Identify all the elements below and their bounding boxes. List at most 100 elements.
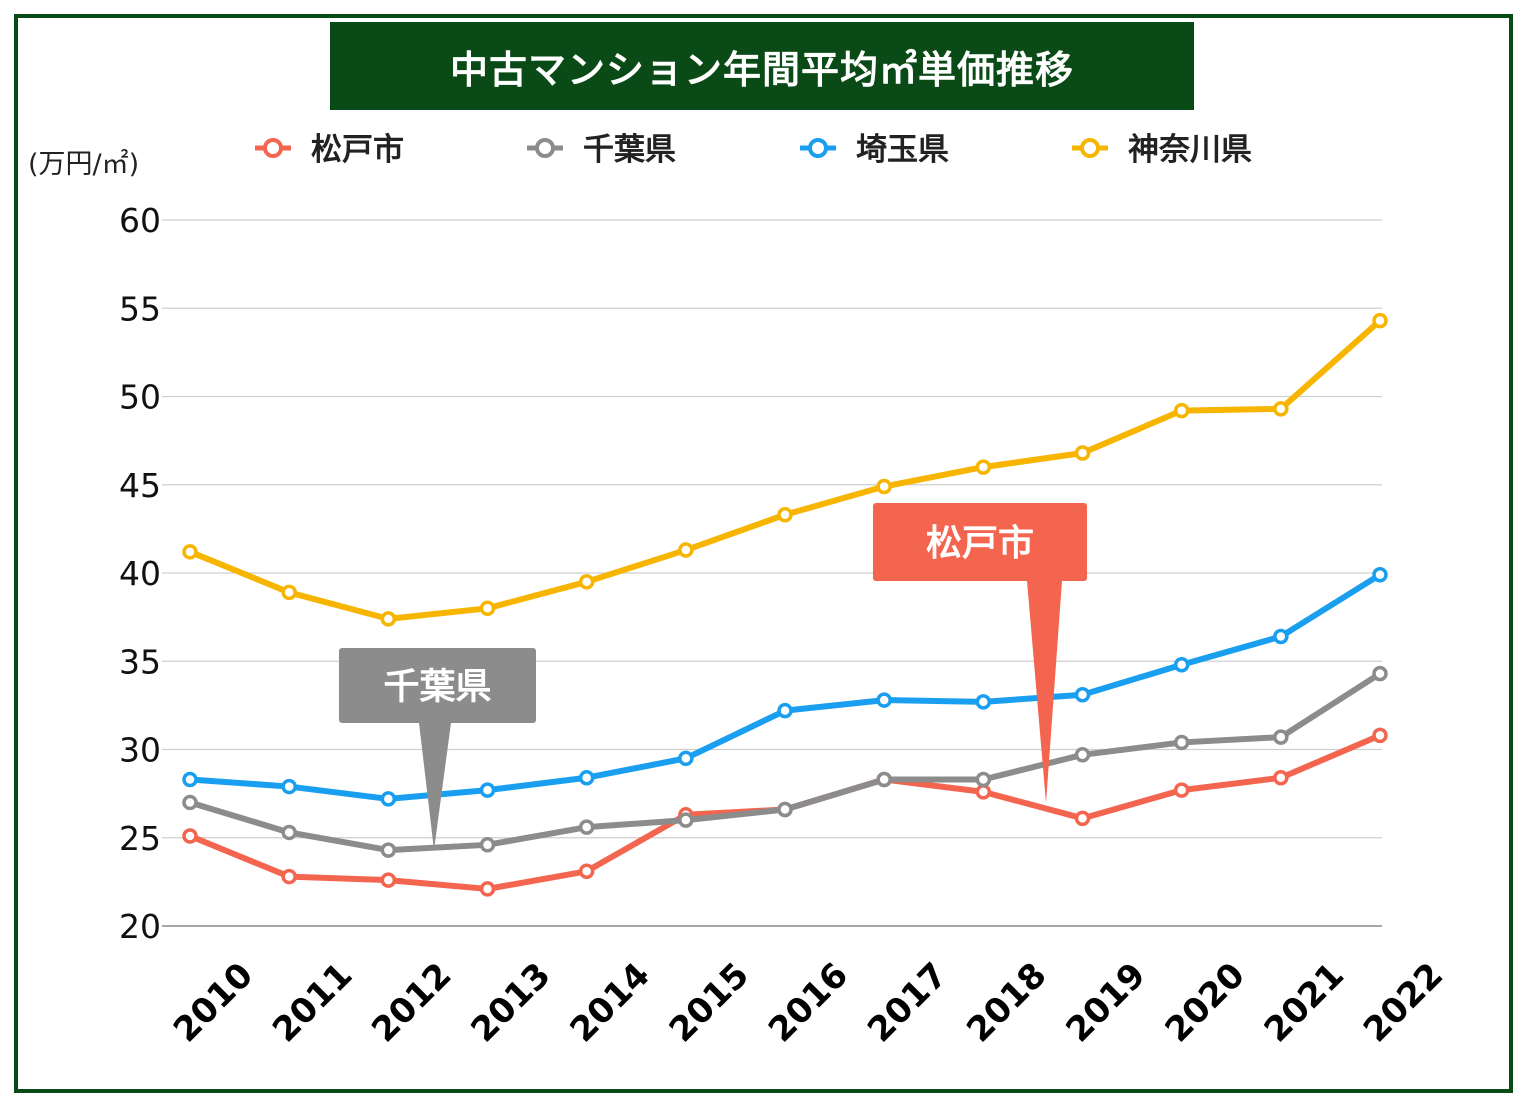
x-tick-label: 2020 [1158, 955, 1253, 1050]
data-point [281, 868, 297, 885]
y-axis-ticks: 20 25 30 35 40 45 50 55 60 [119, 201, 161, 946]
data-point [182, 771, 198, 788]
legend-label: 神奈川県 [1128, 132, 1252, 168]
data-point [975, 694, 992, 710]
data-point [380, 791, 397, 807]
data-point [479, 782, 496, 798]
y-tick-label: 30 [119, 731, 161, 770]
series-line [187, 317, 1383, 622]
data-point [281, 778, 297, 795]
y-tick-label: 25 [119, 819, 161, 858]
data-point [380, 842, 397, 858]
legend-item: 神奈川県 [1072, 132, 1252, 168]
legend-label: 松戸市 [311, 132, 404, 168]
legend: 松戸市 千葉県 埼玉県 神奈川県 [255, 132, 1252, 168]
data-point [1372, 567, 1388, 583]
data-point [1372, 312, 1388, 329]
data-point [182, 828, 198, 844]
callout-pointer [1027, 581, 1062, 803]
data-point [578, 819, 595, 835]
callout: 松戸市 [873, 503, 1087, 803]
data-point [1074, 687, 1091, 703]
chart-title: 中古マンション年間平均㎡単価推移 [330, 22, 1194, 110]
series-lines [182, 312, 1388, 897]
data-point [876, 478, 892, 495]
x-tick-label: 2012 [364, 955, 459, 1050]
data-point [1273, 729, 1289, 745]
legend-label: 埼玉県 [856, 132, 949, 168]
x-tick-label: 2017 [860, 955, 955, 1050]
data-point [975, 784, 992, 800]
legend-marker [263, 138, 283, 158]
data-point [1173, 402, 1190, 419]
x-tick-label: 2011 [265, 955, 360, 1050]
y-tick-label: 35 [119, 642, 161, 681]
data-point [182, 794, 198, 811]
data-point [876, 771, 892, 788]
data-point [1074, 810, 1091, 827]
callout-box [873, 503, 1087, 581]
data-point [1372, 665, 1388, 682]
x-axis-ticks: 2010 2011 2012 2013 2014 2015 2016 2017 2018 2019… [166, 955, 1451, 1050]
y-tick-label: 60 [119, 201, 161, 240]
data-point [479, 837, 496, 853]
x-tick-label: 2015 [662, 955, 757, 1050]
series-2 [182, 567, 1388, 807]
data-point [380, 611, 397, 627]
data-point [1273, 769, 1289, 786]
legend-marker [535, 138, 555, 158]
data-point [777, 801, 793, 818]
callout-label: 千葉県 [383, 667, 491, 708]
data-point [479, 600, 496, 617]
x-tick-label: 2018 [959, 955, 1054, 1050]
x-tick-label: 2022 [1356, 955, 1451, 1050]
series-1 [182, 665, 1388, 858]
x-tick-label: 2021 [1257, 955, 1352, 1050]
data-point [1173, 657, 1190, 673]
legend-item: 埼玉県 [800, 132, 949, 168]
y-tick-label: 50 [119, 378, 161, 417]
data-point [777, 702, 793, 719]
callouts: 千葉県 松戸市 [339, 503, 1087, 850]
data-point [1173, 734, 1190, 751]
y-axis-unit-label: (万円/㎡) [28, 149, 139, 180]
x-tick-label: 2016 [761, 955, 856, 1050]
data-point [1273, 628, 1289, 645]
y-tick-label: 40 [119, 554, 161, 593]
data-point [578, 574, 595, 590]
chart-frame [14, 14, 1513, 1093]
legend-item: 千葉県 [527, 132, 676, 168]
data-point [578, 769, 595, 786]
legend-item: 松戸市 [255, 132, 404, 168]
data-point [1372, 727, 1388, 744]
grid-lines [162, 219, 1382, 927]
data-point [1273, 401, 1289, 417]
callout-pointer [419, 723, 451, 850]
data-point [380, 872, 397, 888]
data-point [281, 584, 297, 601]
y-tick-label: 55 [119, 289, 161, 328]
x-tick-label: 2019 [1058, 955, 1153, 1050]
data-point [1074, 747, 1091, 763]
data-point [281, 824, 297, 841]
data-point [678, 812, 694, 828]
x-tick-label: 2013 [463, 955, 558, 1050]
data-point [578, 863, 595, 880]
data-point [975, 771, 992, 788]
legend-marker [1080, 138, 1100, 158]
data-point [777, 507, 793, 523]
y-tick-label: 45 [119, 466, 161, 505]
data-point [975, 459, 992, 475]
x-tick-label: 2010 [166, 955, 261, 1050]
data-point [1074, 445, 1091, 461]
data-point [182, 544, 198, 560]
legend-label: 千葉県 [583, 132, 676, 168]
data-point [678, 750, 694, 767]
data-point [876, 692, 892, 708]
y-tick-label: 20 [119, 907, 161, 946]
data-point [1173, 782, 1190, 798]
series-3 [182, 312, 1388, 627]
data-point [479, 881, 496, 897]
x-tick-label: 2014 [563, 955, 658, 1050]
